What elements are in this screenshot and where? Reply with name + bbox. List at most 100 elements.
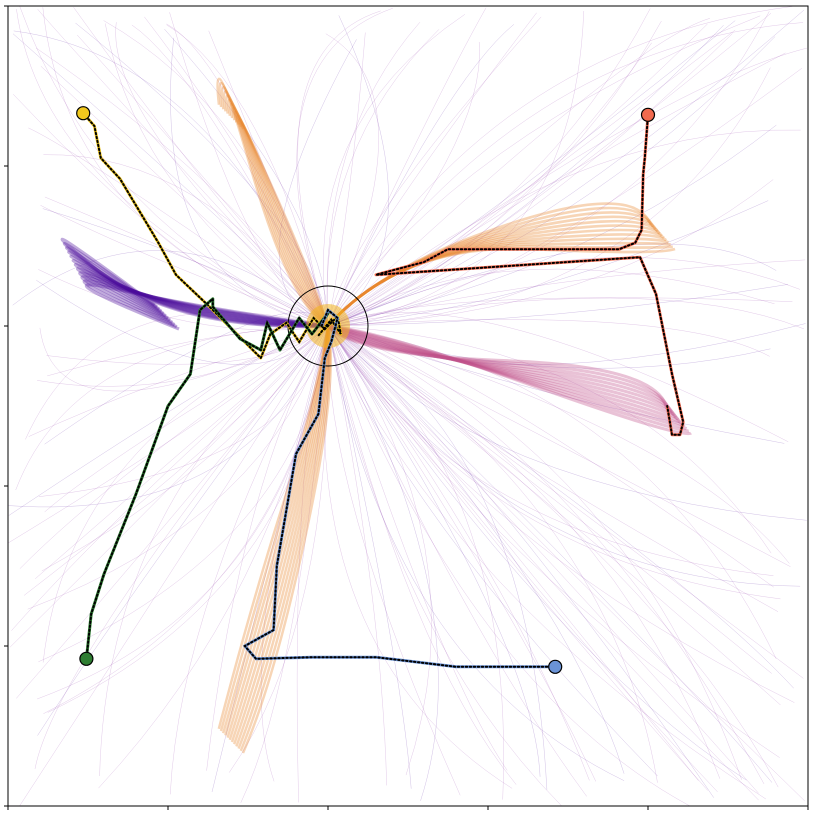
trajectory-band-line: [80, 275, 329, 328]
trajectory-band-line: [73, 263, 329, 328]
background-trajectory: [75, 22, 329, 327]
background-trajectory: [327, 325, 517, 785]
background-trajectory: [327, 325, 772, 674]
trajectory-band-line: [82, 279, 329, 329]
background-trajectory: [327, 325, 742, 780]
background-trajectory: [327, 11, 770, 327]
background-trajectory: [47, 325, 329, 377]
background-trajectory: [13, 94, 329, 327]
trajectory-band-line: [326, 324, 669, 410]
background-trajectory: [42, 7, 329, 327]
background-trajectory: [327, 325, 562, 806]
trajectory-band-line: [233, 110, 329, 327]
background-trajectory: [327, 15, 389, 327]
background-trajectory: [12, 250, 329, 327]
background-trajectory: [327, 325, 721, 779]
background-trajectory: [170, 37, 329, 327]
background-trajectory: [41, 325, 329, 572]
axis-ticks: [4, 5, 809, 810]
trajectory-band-line: [327, 324, 688, 431]
background-trajectory: [19, 6, 329, 327]
background-trajectory: [115, 22, 329, 327]
trajectory-band-line: [65, 246, 329, 328]
background-trajectory: [327, 325, 777, 659]
background-trajectory: [327, 325, 625, 774]
series-4-dots: [243, 308, 557, 668]
background-trajectory: [327, 325, 508, 771]
background-trajectory: [327, 13, 772, 327]
background-trajectory: [327, 325, 779, 612]
background-trajectory: [228, 325, 329, 773]
trajectory-band-line: [229, 102, 329, 327]
background-trajectory: [327, 20, 736, 327]
background-trajectory: [327, 325, 759, 794]
trajectory-band-line: [240, 122, 330, 327]
trajectory-band-line: [67, 250, 329, 328]
background-trajectory: [326, 22, 421, 327]
background-trajectory: [327, 22, 804, 327]
background-trajectory: [35, 47, 329, 327]
background-trajectory: [34, 325, 329, 769]
background-trajectory: [327, 257, 801, 327]
background-trajectory: [37, 9, 329, 327]
background-trajectory: [327, 259, 806, 327]
background-trajectory: [323, 325, 513, 789]
background-trajectory: [44, 196, 329, 327]
background-trajectory: [327, 325, 587, 797]
background-trajectory: [327, 325, 801, 587]
background-trajectory: [327, 47, 807, 327]
background-trajectory: [327, 325, 412, 789]
trajectory-band-line: [326, 241, 671, 327]
background-trajectory: [164, 28, 329, 327]
background-trajectory: [327, 325, 774, 588]
trajectory-band-line: [326, 245, 673, 327]
background-trajectory: [327, 325, 718, 793]
background-trajectory: [327, 33, 733, 327]
background-trajectory: [327, 325, 791, 567]
background-trajectory: [327, 325, 747, 781]
background-trajectory: [144, 16, 329, 327]
trajectory-band-line: [60, 237, 329, 328]
background-trajectory: [28, 127, 329, 327]
background-trajectory: [327, 7, 487, 327]
series-1-dots: [82, 112, 342, 360]
background-trajectory: [27, 325, 329, 610]
background-trajectory: [278, 39, 357, 327]
trajectory-band-line: [217, 325, 330, 730]
background-trajectory: [327, 18, 710, 327]
background-trajectory: [326, 29, 440, 327]
trajectory-band-line: [239, 325, 332, 752]
trajectory-band-line: [327, 324, 678, 419]
trajectory-band-line: [216, 77, 329, 328]
background-trajectory: [260, 325, 329, 782]
background-trajectory: [327, 325, 805, 802]
background-trajectory: [327, 319, 770, 357]
background-trajectory: [169, 325, 329, 795]
series-1-start-marker: [76, 106, 91, 121]
background-trajectory: [327, 325, 804, 679]
background-trajectory: [327, 8, 651, 327]
trajectory-band-line: [326, 219, 661, 327]
trajectory-band-line: [62, 242, 329, 328]
background-trajectory: [327, 325, 541, 777]
background-trajectory: [166, 23, 329, 327]
background-trajectory: [327, 325, 807, 521]
background-trajectory: [327, 9, 805, 327]
background-trajectory: [327, 179, 774, 327]
background-trajectory-field: [8, 6, 807, 806]
trajectory-band-line: [326, 224, 663, 327]
background-trajectory: [327, 12, 537, 327]
trajectory-band-line: [327, 324, 682, 423]
background-trajectory: [327, 325, 794, 689]
trajectory-band-line: [327, 324, 684, 426]
background-trajectory: [40, 205, 329, 327]
background-trajectory: [19, 325, 329, 569]
background-trajectory: [327, 124, 777, 327]
trajectory-band-line: [220, 86, 329, 327]
series-3-start-marker: [79, 651, 94, 666]
background-trajectory: [327, 52, 786, 327]
background-trajectory: [327, 67, 771, 327]
background-trajectory: [104, 23, 329, 327]
background-trajectory: [327, 200, 769, 327]
